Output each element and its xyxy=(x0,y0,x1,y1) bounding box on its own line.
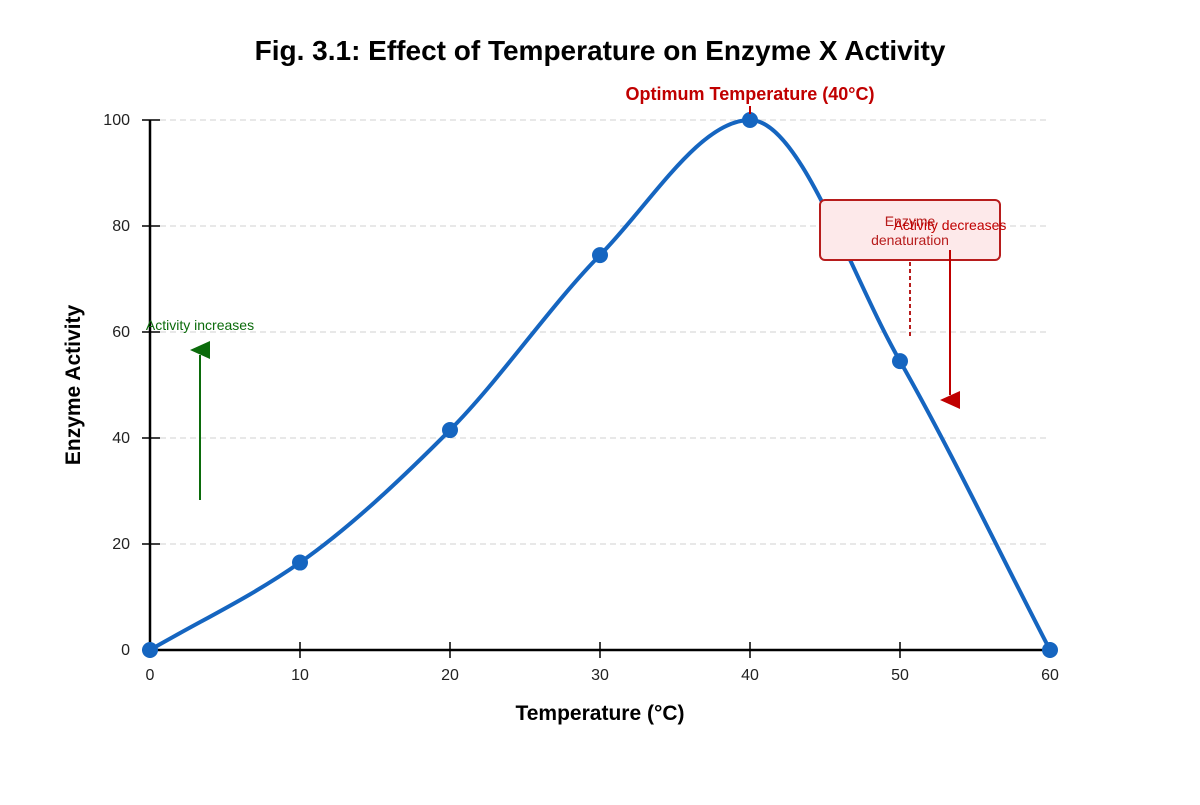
x-tick-label: 50 xyxy=(891,667,909,684)
denaturation-callout-box xyxy=(819,199,1001,261)
data-series xyxy=(148,118,1052,652)
data-point xyxy=(892,353,908,370)
data-point xyxy=(142,642,158,658)
y-tick-label: 60 xyxy=(112,324,130,341)
y-tick-label: 80 xyxy=(112,218,130,235)
optimum-label: Optimum Temperature (40°C) xyxy=(626,84,875,104)
y-tick-label: 20 xyxy=(112,536,130,553)
x-axis-ticks: 0 10 20 30 40 50 60 xyxy=(146,642,1059,684)
y-axis-ticks: 0 20 40 60 80 100 xyxy=(103,112,160,659)
x-tick-label: 0 xyxy=(146,667,155,684)
denaturation-label-line1: Enzyme xyxy=(885,213,936,229)
data-point xyxy=(592,247,608,264)
x-tick-label: 10 xyxy=(291,667,309,684)
grid-lines xyxy=(160,119,1050,545)
data-point xyxy=(442,422,458,439)
x-axis-label: Temperature (°C) xyxy=(515,702,684,725)
data-point xyxy=(742,112,758,128)
denaturation-label-line2: denaturation xyxy=(871,232,949,248)
y-tick-label: 40 xyxy=(112,430,130,447)
x-tick-label: 40 xyxy=(741,667,759,684)
data-point xyxy=(292,554,308,571)
x-tick-label: 30 xyxy=(591,667,609,684)
up-arrow-icon xyxy=(190,341,210,359)
chart-title: Fig. 3.1: Effect of Temperature on Enzym… xyxy=(255,35,946,66)
x-tick-label: 60 xyxy=(1041,667,1059,684)
data-points xyxy=(142,112,1058,658)
y-tick-label: 100 xyxy=(103,112,130,129)
series-line xyxy=(148,118,1052,652)
y-axis-label: Enzyme Activity xyxy=(62,305,85,466)
increase-label: Activity increases xyxy=(146,317,254,333)
y-tick-label: 0 xyxy=(121,642,130,659)
x-tick-label: 20 xyxy=(441,667,459,684)
down-arrow-icon xyxy=(940,391,960,409)
data-point xyxy=(1042,642,1058,658)
decrease-label: Activity decreases xyxy=(894,217,1007,233)
